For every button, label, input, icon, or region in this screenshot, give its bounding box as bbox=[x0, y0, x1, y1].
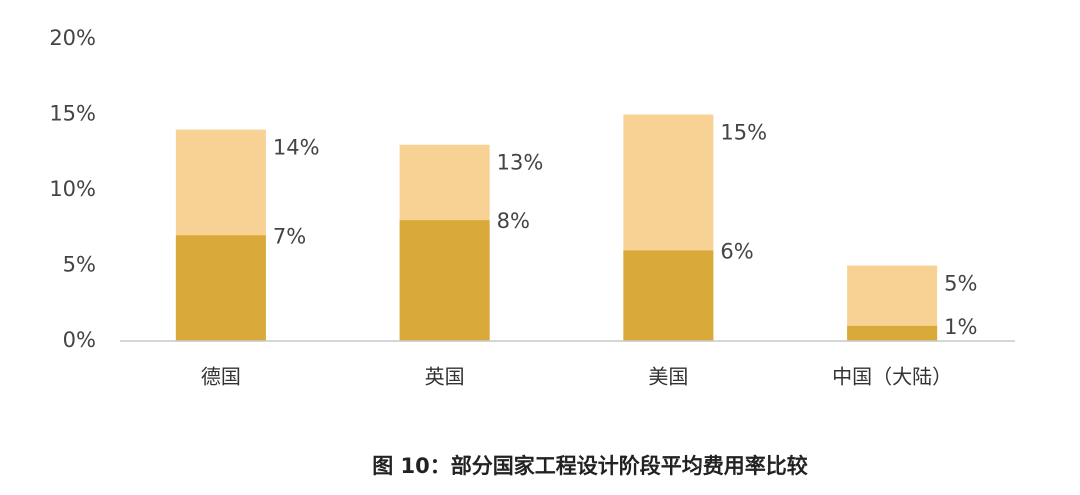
y-tick-label: 5% bbox=[63, 253, 96, 277]
y-tick-label: 0% bbox=[63, 328, 96, 352]
value-label: 8% bbox=[497, 209, 530, 233]
value-label: 14% bbox=[273, 136, 320, 160]
bar bbox=[847, 325, 938, 341]
y-tick-label: 15% bbox=[49, 102, 96, 126]
value-label: 15% bbox=[720, 121, 767, 145]
y-tick-label: 20% bbox=[49, 26, 96, 50]
value-label: 1% bbox=[944, 315, 977, 339]
x-tick-label: 美国 bbox=[648, 365, 688, 389]
value-label: 13% bbox=[497, 151, 544, 175]
x-tick-label: 德国 bbox=[201, 365, 241, 389]
chart-title: 图 10：部分国家工程设计阶段平均费用率比较 bbox=[372, 454, 808, 478]
y-tick-label: 10% bbox=[49, 177, 96, 201]
bar bbox=[623, 250, 714, 341]
bar bbox=[399, 220, 490, 341]
value-label: 5% bbox=[944, 272, 977, 296]
x-tick-label: 中国（大陆） bbox=[832, 365, 952, 389]
value-label: 7% bbox=[273, 224, 306, 248]
bar bbox=[175, 235, 266, 341]
value-label: 6% bbox=[720, 239, 753, 263]
x-tick-label: 英国 bbox=[425, 365, 465, 389]
